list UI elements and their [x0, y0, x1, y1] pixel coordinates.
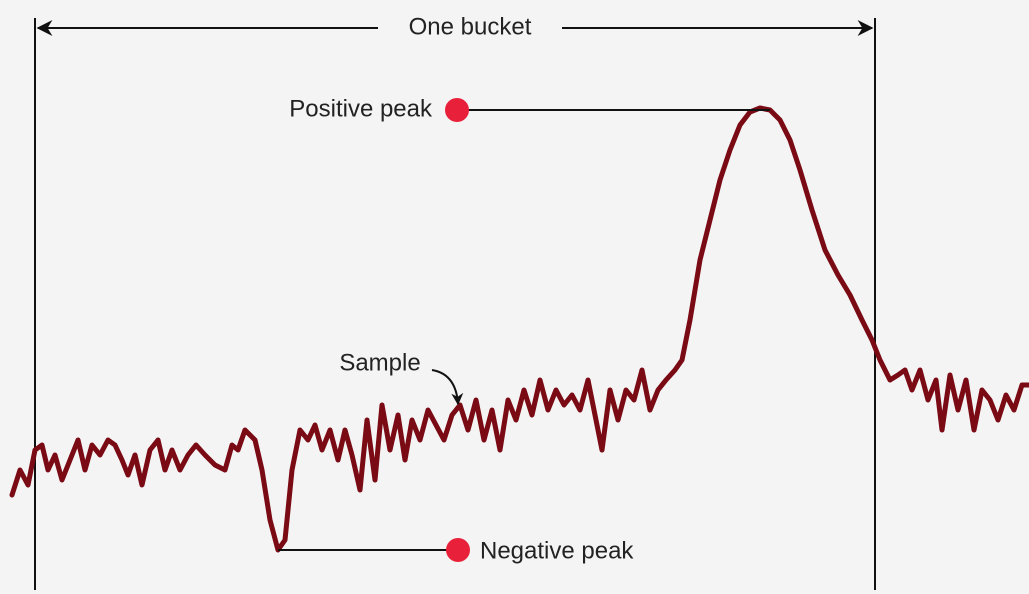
- negative-peak-dot: [446, 538, 470, 562]
- bucket-label: One bucket: [409, 13, 532, 40]
- positive-peak-label: Positive peak: [289, 95, 433, 122]
- sample-arrow: [431, 369, 464, 406]
- waveform: [9, 105, 1029, 553]
- sample-label: Sample: [339, 349, 420, 376]
- positive-peak-dot: [445, 98, 469, 122]
- negative-peak-label: Negative peak: [480, 537, 634, 564]
